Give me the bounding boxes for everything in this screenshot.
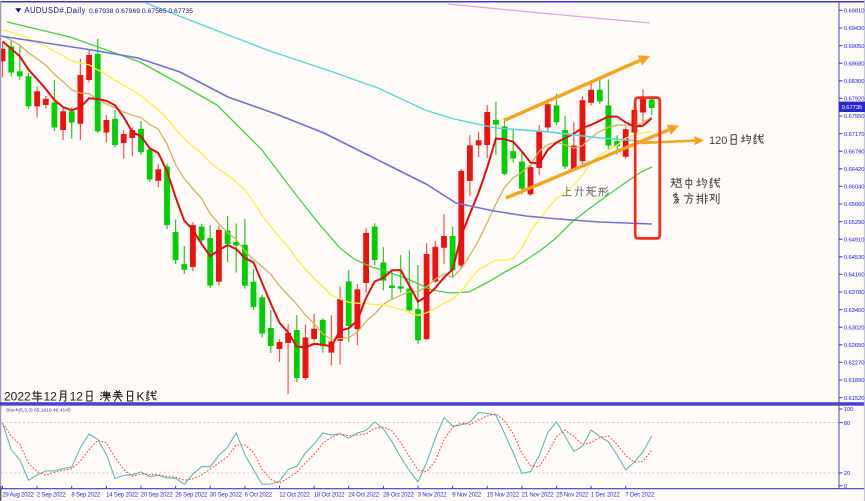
svg-text:0.67920: 0.67920 (844, 97, 865, 103)
svg-text:0.64910: 0.64910 (844, 237, 865, 243)
svg-text:0.67735: 0.67735 (842, 105, 863, 111)
svg-text:0.68680: 0.68680 (844, 61, 865, 67)
svg-text:0.61520: 0.61520 (844, 396, 865, 402)
svg-text:0.65660: 0.65660 (844, 202, 865, 208)
svg-text:0.69050: 0.69050 (844, 44, 865, 50)
svg-text:24 Oct 2022: 24 Oct 2022 (348, 492, 379, 498)
svg-text:25 Nov 2022: 25 Nov 2022 (556, 492, 589, 498)
svg-text:0.69810: 0.69810 (844, 9, 865, 15)
svg-text:2 Sep 2022: 2 Sep 2022 (37, 492, 67, 498)
svg-text:0.64530: 0.64530 (844, 255, 865, 261)
svg-text:15 Nov 2022: 15 Nov 2022 (487, 492, 520, 498)
svg-text:0.66040: 0.66040 (844, 185, 865, 191)
svg-text:20: 20 (844, 471, 851, 477)
svg-text:29 Aug 2022: 29 Aug 2022 (2, 492, 34, 498)
svg-text:26 Sep 2022: 26 Sep 2022 (175, 492, 208, 498)
svg-text:30 Sep 2022: 30 Sep 2022 (210, 492, 243, 498)
svg-text:3 Nov 2022: 3 Nov 2022 (418, 492, 448, 498)
svg-text:0.66790: 0.66790 (844, 149, 865, 155)
svg-text:120: 120 (709, 135, 727, 147)
svg-text:0.62270: 0.62270 (844, 361, 865, 367)
svg-text:80: 80 (844, 421, 851, 427)
svg-text:1 Dec 2022: 1 Dec 2022 (591, 492, 621, 498)
svg-text:0.68300: 0.68300 (844, 79, 865, 85)
svg-text:9 Nov 2022: 9 Nov 2022 (452, 492, 482, 498)
svg-text:0.67550: 0.67550 (844, 114, 865, 120)
svg-text:12: 12 (44, 390, 58, 404)
svg-text:0.67170: 0.67170 (844, 132, 865, 138)
svg-text:K: K (137, 390, 145, 404)
svg-text:0.63020: 0.63020 (844, 325, 865, 331)
svg-text:0.63400: 0.63400 (844, 308, 865, 314)
svg-text:18 Oct 2022: 18 Oct 2022 (314, 492, 345, 498)
svg-text:0.67938 0.67969 0.67565 0.6773: 0.67938 0.67969 0.67565 0.67735 (89, 8, 193, 15)
svg-text:0.61890: 0.61890 (844, 378, 865, 384)
svg-text:0.63780: 0.63780 (844, 290, 865, 296)
svg-text:12 Oct 2022: 12 Oct 2022 (279, 492, 310, 498)
svg-text:14 Sep 2022: 14 Sep 2022 (106, 492, 139, 498)
svg-text:0.64160: 0.64160 (844, 273, 865, 279)
svg-text:21 Nov 2022: 21 Nov 2022 (522, 492, 555, 498)
svg-text:0.65290: 0.65290 (844, 220, 865, 226)
svg-text:20 Sep 2022: 20 Sep 2022 (141, 492, 174, 498)
svg-text:28 Oct 2022: 28 Oct 2022 (383, 492, 414, 498)
svg-text:AUDUSD#,Daily: AUDUSD#,Daily (24, 6, 85, 15)
svg-text:7 Dec 2022: 7 Dec 2022 (625, 492, 655, 498)
svg-text:12: 12 (70, 390, 84, 404)
svg-text:100: 100 (844, 407, 854, 413)
svg-text:0.62650: 0.62650 (844, 343, 865, 349)
svg-text:8 Sep 2022: 8 Sep 2022 (71, 492, 101, 498)
svg-text:2022: 2022 (4, 390, 31, 404)
svg-text:0.66420: 0.66420 (844, 167, 865, 173)
svg-text:Stoch(5,3,3) 65.1619 49.4145: Stoch(5,3,3) 65.1619 49.4145 (6, 407, 71, 413)
svg-text:0: 0 (844, 484, 848, 490)
svg-text:6 Oct 2022: 6 Oct 2022 (245, 492, 273, 498)
svg-text:0.69430: 0.69430 (844, 26, 865, 32)
